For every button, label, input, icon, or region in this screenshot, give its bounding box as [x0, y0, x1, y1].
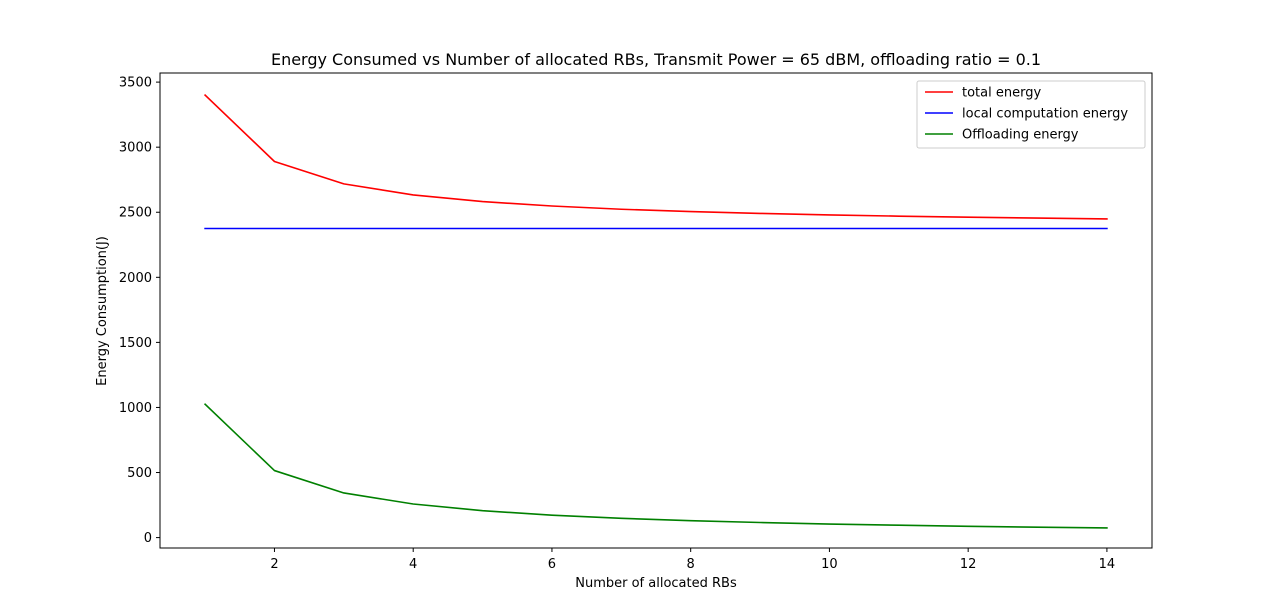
- chart-title: Energy Consumed vs Number of allocated R…: [271, 50, 1041, 69]
- y-tick-label-4: 2000: [119, 271, 152, 286]
- x-tick-label-6: 14: [1099, 557, 1116, 572]
- x-tick-label-5: 12: [960, 557, 977, 572]
- x-tick-label-2: 6: [548, 557, 556, 572]
- legend: total energy local computation energy Offl…: [916, 80, 1146, 149]
- legend-label-1: local computation energy: [962, 107, 1128, 122]
- y-tick-label-3: 1500: [119, 336, 152, 351]
- legend-label-2: Offloading energy: [962, 128, 1079, 143]
- x-tick-label-1: 4: [409, 557, 417, 572]
- y-axis-label: Energy Consumption(J): [95, 236, 110, 386]
- y-tick-label-7: 3500: [119, 76, 152, 91]
- series-line-0: [203, 93, 1108, 220]
- y-tick-label-5: 2500: [119, 206, 152, 221]
- x-tick-label-0: 2: [270, 557, 278, 572]
- plot-area: 2 4 6 8 10 12 14 0 500 1000 1500 2000 2500 3000 3500: [119, 72, 1153, 572]
- y-tick-label-2: 1000: [119, 401, 152, 416]
- y-tick-label-0: 0: [144, 531, 152, 546]
- y-tick-label-6: 3000: [119, 141, 152, 156]
- y-tick-label-1: 500: [127, 466, 152, 481]
- x-tick-label-4: 10: [821, 557, 838, 572]
- legend-label-0: total energy: [962, 86, 1041, 101]
- series-line-2: [203, 403, 1108, 529]
- legend-box: [916, 80, 1146, 149]
- x-axis-label: Number of allocated RBs: [575, 576, 737, 591]
- x-tick-label-3: 8: [687, 557, 695, 572]
- axes-frame: [159, 72, 1153, 549]
